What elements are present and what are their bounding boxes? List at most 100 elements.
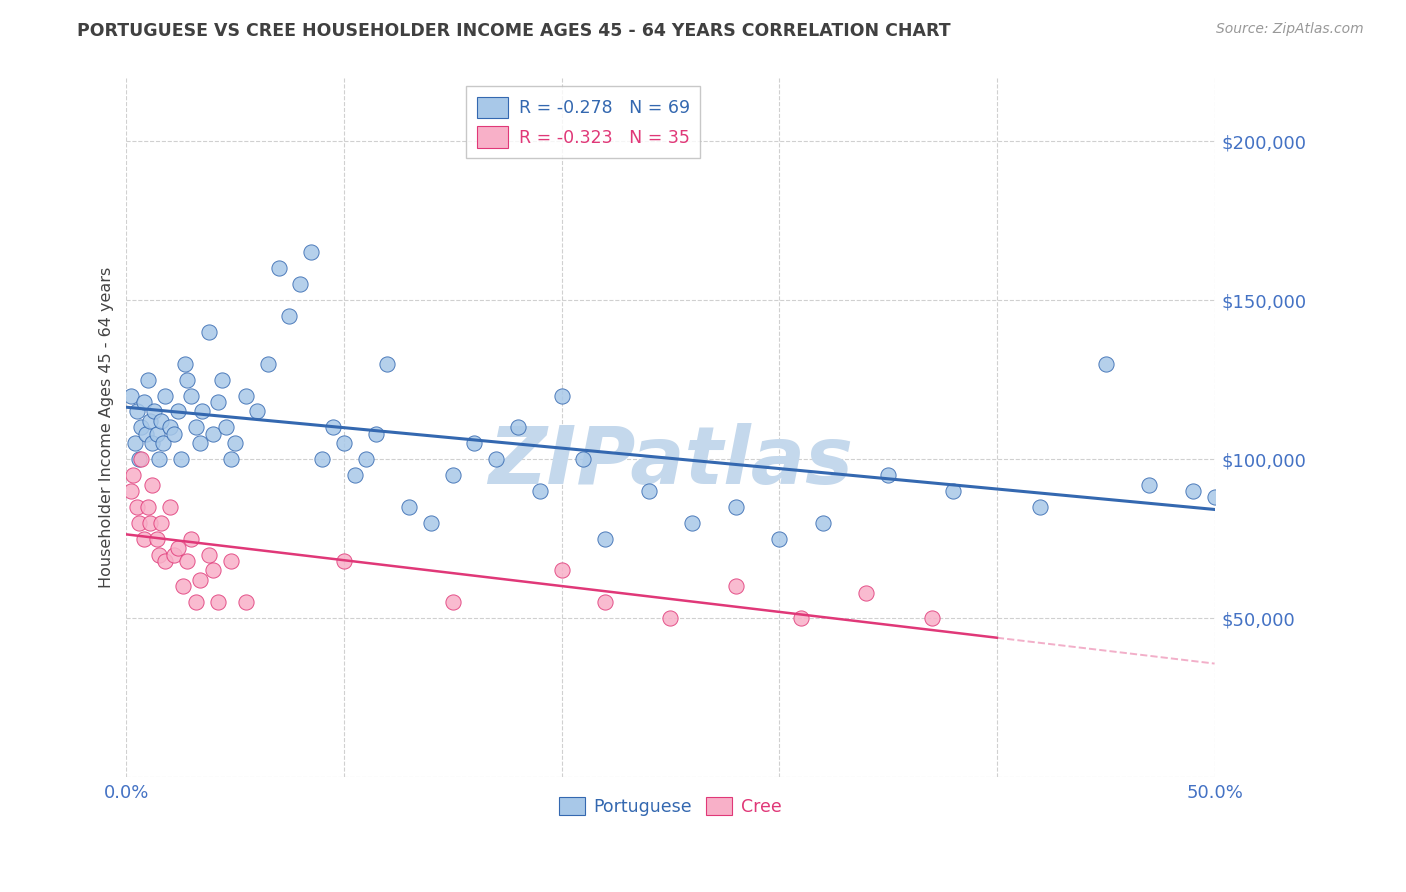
Point bbox=[184, 595, 207, 609]
Point bbox=[463, 436, 485, 450]
Point bbox=[167, 541, 190, 556]
Point bbox=[163, 548, 186, 562]
Point bbox=[529, 483, 551, 498]
Point bbox=[128, 516, 150, 530]
Point bbox=[174, 357, 197, 371]
Point bbox=[148, 452, 170, 467]
Point bbox=[1181, 483, 1204, 498]
Point bbox=[377, 357, 399, 371]
Point bbox=[180, 532, 202, 546]
Point bbox=[176, 554, 198, 568]
Point bbox=[172, 579, 194, 593]
Point bbox=[152, 436, 174, 450]
Point bbox=[150, 414, 173, 428]
Point bbox=[877, 468, 900, 483]
Point bbox=[202, 564, 225, 578]
Point bbox=[188, 573, 211, 587]
Point bbox=[855, 585, 877, 599]
Point bbox=[790, 611, 813, 625]
Point bbox=[184, 420, 207, 434]
Point bbox=[191, 404, 214, 418]
Point bbox=[550, 564, 572, 578]
Point bbox=[155, 554, 177, 568]
Point bbox=[215, 420, 238, 434]
Point bbox=[150, 516, 173, 530]
Point bbox=[121, 468, 143, 483]
Point bbox=[398, 500, 420, 514]
Point bbox=[724, 500, 747, 514]
Point bbox=[141, 477, 163, 491]
Point bbox=[198, 325, 221, 339]
Point bbox=[811, 516, 834, 530]
Point bbox=[167, 404, 190, 418]
Point bbox=[299, 245, 322, 260]
Point bbox=[207, 395, 229, 409]
Point bbox=[256, 357, 278, 371]
Point bbox=[131, 420, 153, 434]
Point bbox=[224, 436, 246, 450]
Point bbox=[131, 452, 153, 467]
Point bbox=[120, 388, 142, 402]
Point bbox=[169, 452, 191, 467]
Point bbox=[188, 436, 211, 450]
Point bbox=[942, 483, 965, 498]
Point bbox=[211, 373, 233, 387]
Point bbox=[120, 483, 142, 498]
Point bbox=[132, 395, 155, 409]
Text: PORTUGUESE VS CREE HOUSEHOLDER INCOME AGES 45 - 64 YEARS CORRELATION CHART: PORTUGUESE VS CREE HOUSEHOLDER INCOME AG… bbox=[77, 22, 950, 40]
Point bbox=[311, 452, 333, 467]
Point bbox=[322, 420, 344, 434]
Point bbox=[136, 373, 159, 387]
Point bbox=[550, 388, 572, 402]
Point bbox=[145, 426, 167, 441]
Point bbox=[132, 532, 155, 546]
Point bbox=[159, 500, 181, 514]
Text: Source: ZipAtlas.com: Source: ZipAtlas.com bbox=[1216, 22, 1364, 37]
Point bbox=[506, 420, 529, 434]
Point bbox=[593, 532, 616, 546]
Point bbox=[1094, 357, 1116, 371]
Point bbox=[267, 261, 290, 276]
Point bbox=[681, 516, 703, 530]
Point bbox=[637, 483, 659, 498]
Point bbox=[235, 388, 257, 402]
Point bbox=[724, 579, 747, 593]
Point bbox=[135, 426, 157, 441]
Point bbox=[441, 595, 464, 609]
Text: ZIPatlas: ZIPatlas bbox=[488, 424, 853, 501]
Point bbox=[1137, 477, 1160, 491]
Point bbox=[572, 452, 595, 467]
Point bbox=[139, 414, 162, 428]
Point bbox=[246, 404, 269, 418]
Point bbox=[128, 452, 150, 467]
Point bbox=[219, 452, 242, 467]
Point bbox=[159, 420, 181, 434]
Point bbox=[141, 436, 163, 450]
Point bbox=[343, 468, 366, 483]
Point bbox=[366, 426, 388, 441]
Point bbox=[176, 373, 198, 387]
Point bbox=[441, 468, 464, 483]
Point bbox=[333, 436, 356, 450]
Point bbox=[659, 611, 682, 625]
Point bbox=[354, 452, 377, 467]
Point bbox=[333, 554, 356, 568]
Point bbox=[145, 532, 167, 546]
Point bbox=[290, 277, 312, 292]
Point bbox=[921, 611, 943, 625]
Point bbox=[198, 548, 221, 562]
Point bbox=[155, 388, 177, 402]
Point bbox=[219, 554, 242, 568]
Point bbox=[419, 516, 441, 530]
Point bbox=[1204, 491, 1226, 505]
Point bbox=[125, 500, 148, 514]
Point bbox=[180, 388, 202, 402]
Point bbox=[202, 426, 225, 441]
Legend: Portuguese, Cree: Portuguese, Cree bbox=[550, 789, 790, 824]
Point bbox=[136, 500, 159, 514]
Point bbox=[768, 532, 790, 546]
Point bbox=[139, 516, 162, 530]
Point bbox=[278, 309, 301, 323]
Point bbox=[207, 595, 229, 609]
Y-axis label: Householder Income Ages 45 - 64 years: Householder Income Ages 45 - 64 years bbox=[100, 267, 114, 588]
